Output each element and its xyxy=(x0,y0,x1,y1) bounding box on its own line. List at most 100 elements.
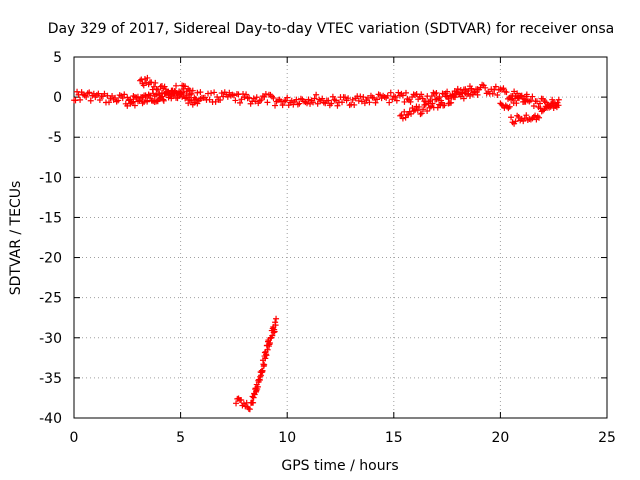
data-point-marker xyxy=(182,83,189,90)
data-point-marker xyxy=(393,97,400,104)
data-point-marker xyxy=(232,97,239,104)
data-point-marker xyxy=(503,89,510,96)
x-tick-label: 25 xyxy=(598,430,616,446)
data-point-marker xyxy=(500,85,507,92)
data-point-marker xyxy=(332,97,339,104)
data-point-marker xyxy=(429,100,436,107)
data-point-marker xyxy=(109,93,116,100)
data-point-marker xyxy=(506,103,513,110)
data-point-marker xyxy=(272,102,279,109)
data-point-marker xyxy=(138,94,145,101)
data-point-marker xyxy=(183,94,190,101)
data-point-marker xyxy=(258,96,265,103)
data-point-marker xyxy=(165,94,172,101)
y-tick-label: 5 xyxy=(53,50,62,66)
data-point-marker xyxy=(230,92,237,99)
data-point-marker xyxy=(86,89,93,96)
y-tick-label: -5 xyxy=(48,130,62,146)
data-point-marker xyxy=(119,95,126,102)
data-point-marker xyxy=(416,103,423,110)
data-point-marker xyxy=(433,89,440,96)
data-point-marker xyxy=(372,99,379,106)
data-point-marker xyxy=(164,90,171,97)
y-tick-label: 0 xyxy=(53,90,62,106)
data-point-marker xyxy=(386,99,393,106)
data-point-marker xyxy=(395,89,402,96)
data-point-marker xyxy=(262,90,269,97)
data-point-marker xyxy=(408,110,415,117)
series-branch-lower xyxy=(124,82,193,109)
data-point-marker xyxy=(171,90,178,97)
data-point-marker xyxy=(361,100,368,107)
data-point-marker xyxy=(87,97,94,104)
data-point-marker xyxy=(293,96,300,103)
data-point-marker xyxy=(197,89,204,96)
data-point-marker xyxy=(399,115,406,122)
data-point-marker xyxy=(448,99,455,106)
data-point-marker xyxy=(442,93,449,100)
data-point-marker xyxy=(259,367,266,374)
data-point-marker xyxy=(208,90,215,97)
data-point-marker xyxy=(334,102,341,109)
data-point-marker xyxy=(518,93,525,100)
data-point-marker xyxy=(224,93,231,100)
data-point-marker xyxy=(101,90,108,97)
data-point-marker xyxy=(246,406,253,413)
data-point-marker xyxy=(279,102,286,109)
data-point-marker xyxy=(253,94,260,101)
data-point-marker xyxy=(319,95,326,102)
data-point-marker xyxy=(180,91,187,98)
data-point-marker xyxy=(270,94,277,101)
data-point-marker xyxy=(387,89,394,96)
data-point-marker xyxy=(513,100,520,107)
data-point-marker xyxy=(233,400,240,407)
data-point-marker xyxy=(303,100,310,107)
data-point-marker xyxy=(269,332,276,339)
y-tick-label: -30 xyxy=(39,331,62,347)
data-point-marker xyxy=(482,84,489,91)
data-point-marker xyxy=(296,100,303,107)
data-point-marker xyxy=(144,98,151,105)
data-point-marker xyxy=(438,99,445,106)
data-point-marker xyxy=(527,97,534,104)
series-outlier-curve xyxy=(233,315,280,413)
data-point-marker xyxy=(428,103,435,110)
data-point-marker xyxy=(251,391,258,398)
data-point-marker xyxy=(532,112,539,119)
data-point-marker xyxy=(508,114,515,121)
data-point-marker xyxy=(530,102,537,109)
data-point-marker xyxy=(489,90,496,97)
data-point-marker xyxy=(218,90,225,97)
data-point-marker xyxy=(523,91,530,98)
y-tick-label: -40 xyxy=(39,411,62,427)
data-point-marker xyxy=(273,315,280,322)
data-point-marker xyxy=(272,322,279,329)
data-point-marker xyxy=(466,92,473,99)
data-point-marker xyxy=(441,102,448,109)
data-point-marker xyxy=(357,93,364,100)
x-tick-label: 15 xyxy=(385,430,403,446)
data-point-marker xyxy=(502,102,509,109)
data-point-marker xyxy=(144,74,151,81)
data-point-marker xyxy=(351,101,358,108)
data-point-marker xyxy=(314,100,321,107)
data-point-marker xyxy=(358,98,365,105)
data-point-marker xyxy=(456,91,463,98)
data-point-marker xyxy=(508,96,515,103)
data-point-marker xyxy=(328,100,335,107)
series-branch-end xyxy=(508,96,562,127)
y-axis-label: SDTVAR / TECUs xyxy=(8,181,24,296)
data-point-marker xyxy=(541,106,548,113)
data-point-marker xyxy=(349,96,356,103)
data-point-marker xyxy=(263,352,270,359)
data-point-marker xyxy=(377,92,384,99)
data-point-marker xyxy=(414,107,421,114)
data-point-marker xyxy=(284,94,291,101)
data-point-marker xyxy=(95,90,102,97)
data-point-marker xyxy=(191,99,198,106)
data-point-marker xyxy=(345,95,352,102)
data-point-marker xyxy=(211,89,218,96)
data-point-marker xyxy=(339,99,346,106)
y-tick-label: -25 xyxy=(39,291,62,307)
data-point-marker xyxy=(236,99,243,106)
